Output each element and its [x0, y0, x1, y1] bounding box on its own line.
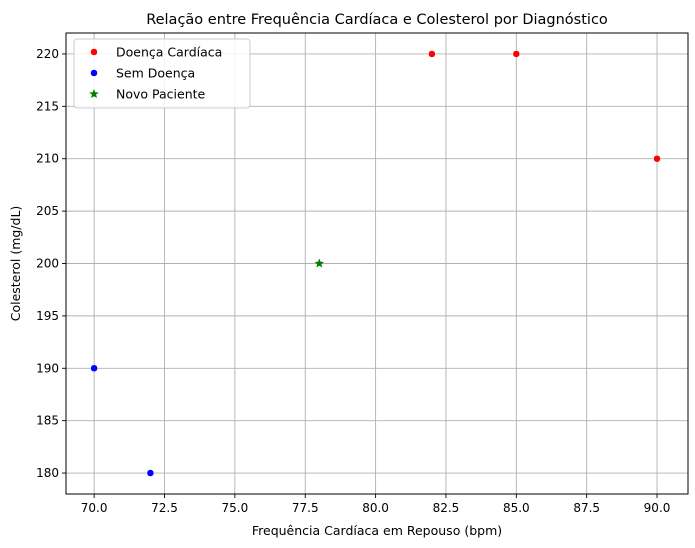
legend-marker: [90, 48, 98, 56]
x-axis-label: Frequência Cardíaca em Repouso (bpm): [252, 523, 502, 538]
y-tick-label: 185: [36, 414, 59, 428]
x-tick-label: 87.5: [573, 501, 600, 515]
legend: Doença Cardíaca Sem Doença Novo Paciente: [73, 38, 251, 109]
x-tick-label: 77.5: [292, 501, 319, 515]
data-point: [146, 469, 155, 477]
y-tick-label: 220: [36, 47, 59, 61]
x-tick-label: 75.0: [222, 501, 249, 515]
data-point: [314, 258, 325, 268]
x-tick-label: 70.0: [81, 501, 108, 515]
data-point: [90, 364, 98, 373]
legend-marker: [89, 89, 99, 99]
y-tick-label: 205: [36, 204, 59, 218]
y-tick-label: 190: [36, 361, 59, 375]
x-tick-label: 82.5: [433, 501, 460, 515]
y-axis-label: Colesterol (mg/dL): [8, 206, 23, 322]
x-tick-label: 80.0: [362, 501, 389, 515]
y-tick-label: 215: [36, 99, 59, 113]
y-tick-label: 180: [36, 466, 59, 480]
data-point: [512, 50, 521, 58]
x-tick-label: 72.5: [151, 501, 178, 515]
legend-box: [73, 38, 251, 109]
y-tick-label: 200: [36, 257, 59, 271]
legend-label: Sem Doença: [116, 66, 195, 81]
data-points: [90, 50, 661, 477]
chart-title: Relação entre Frequência Cardíaca e Cole…: [146, 12, 608, 28]
x-tick-label: 90.0: [644, 501, 671, 515]
axis-ticks: 70.0 72.5 75.0 77.5 80.0 82.5 85.0 87.5 90.0 180 1…: [36, 47, 670, 515]
data-point: [653, 154, 661, 163]
x-tick-label: 85.0: [503, 501, 530, 515]
y-tick-label: 195: [36, 309, 59, 323]
grid: [66, 33, 688, 494]
legend-label: Doença Cardíaca: [116, 45, 222, 60]
y-tick-label: 210: [36, 152, 59, 166]
legend-marker: [90, 69, 98, 77]
legend-label: Novo Paciente: [116, 87, 206, 102]
data-point: [428, 50, 436, 58]
